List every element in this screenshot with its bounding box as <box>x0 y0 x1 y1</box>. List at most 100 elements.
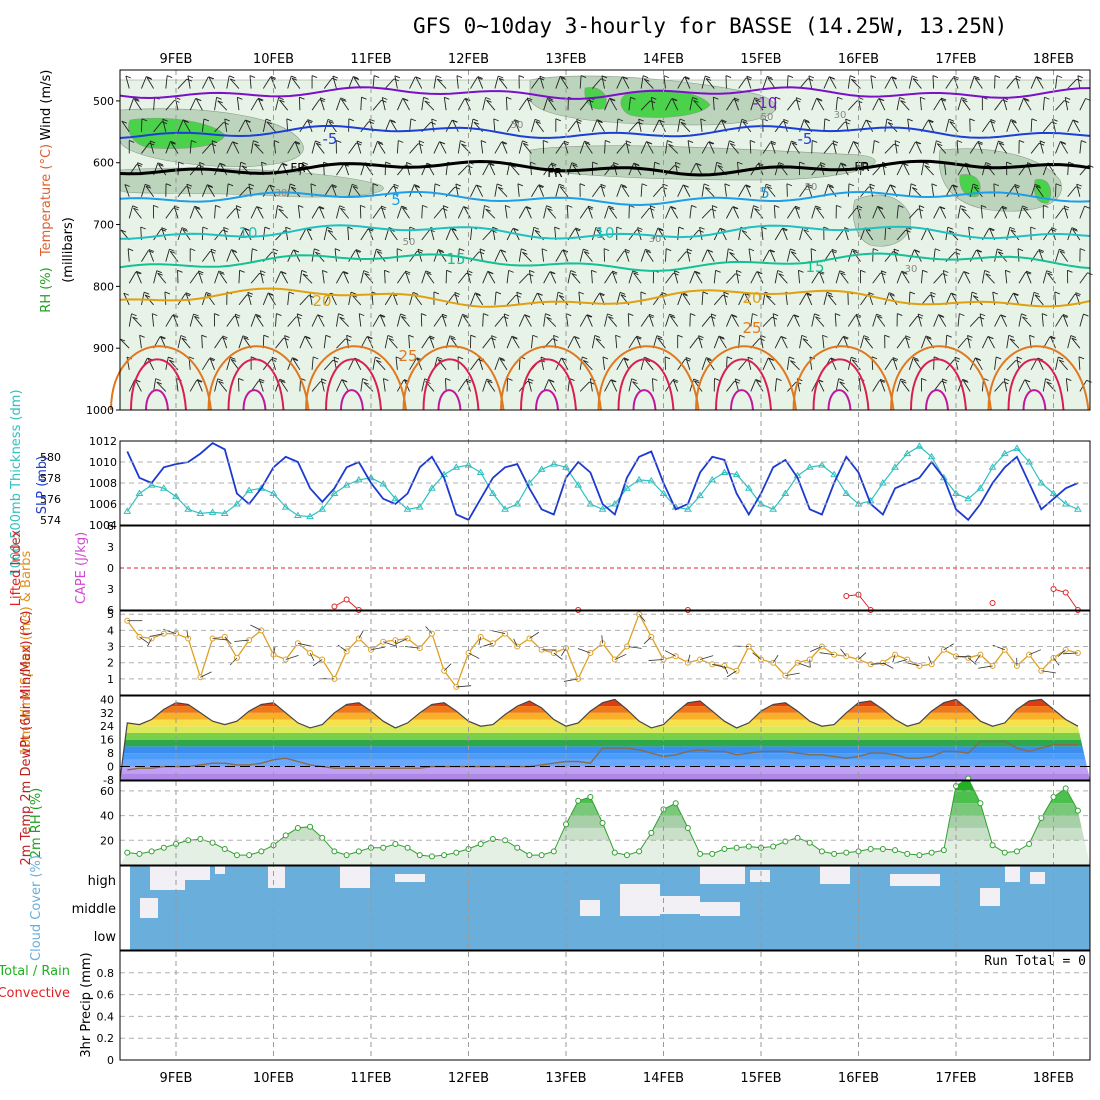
upper-wind-barb <box>421 205 423 219</box>
ylabel-wind10: 10m Wind Speed (m/s) & Barbs <box>19 550 34 755</box>
upper-wind-barb <box>429 335 435 349</box>
upper-wind-barb <box>942 270 947 284</box>
temperature-contour-35 <box>535 389 559 411</box>
upper-wind-barb-flag <box>685 251 692 255</box>
upper-wind-barb <box>415 76 423 89</box>
upper-wind-barb <box>901 272 910 284</box>
upper-wind-barb-flag <box>755 378 761 382</box>
upper-wind-barb <box>708 141 715 154</box>
rh-point <box>209 839 216 846</box>
upper-wind-barb <box>384 293 393 306</box>
upper-wind-barb-flag <box>400 313 406 317</box>
wind-barb <box>491 630 506 635</box>
upper-wind-barb <box>396 140 399 154</box>
rh-point <box>794 834 801 841</box>
upper-wind-barb-flag <box>874 140 880 143</box>
upper-wind-barb <box>209 357 215 370</box>
upper-wind-barb-flag <box>461 143 467 147</box>
upper-wind-barb-flag <box>217 100 223 104</box>
upper-wind-barb-flag <box>993 183 1000 187</box>
thickness-point <box>878 479 887 486</box>
upper-wind-barb <box>148 249 155 262</box>
upper-wind-barb <box>336 338 346 349</box>
upper-wind-barb <box>839 381 849 392</box>
wind-barb <box>561 647 567 656</box>
upper-wind-barb <box>583 360 593 371</box>
upper-wind-barb <box>583 251 593 262</box>
upper-wind-barb-flag <box>131 313 137 317</box>
upper-wind-barb <box>932 75 935 89</box>
upper-wind-barb-flag <box>1046 381 1052 385</box>
upper-wind-barb-flag <box>754 208 760 211</box>
upper-wind-barb <box>823 143 833 154</box>
upper-wind-barb-flag <box>1058 356 1064 360</box>
upper-wind-barb-flag <box>992 291 998 295</box>
upper-wind-barb-flag <box>1071 227 1078 231</box>
upper-wind-barb <box>348 76 354 89</box>
upper-wind-barb <box>332 75 337 89</box>
upper-wind-barb-flag <box>496 183 503 187</box>
upper-wind-barb-flag <box>478 251 485 255</box>
upper-wind-barb <box>774 336 782 349</box>
rh-point <box>575 797 582 804</box>
upper-wind-barb <box>145 185 154 197</box>
upper-wind-barb-flag <box>1050 335 1056 339</box>
temp-tick-label: 16 <box>100 734 114 747</box>
upper-wind-barb-flag <box>952 184 958 188</box>
upper-wind-barb <box>445 294 455 306</box>
upper-wind-barb <box>1030 292 1035 306</box>
upper-wind-barb <box>1004 270 1008 284</box>
upper-wind-barb-flag <box>223 122 229 125</box>
upper-wind-barb <box>424 100 435 111</box>
upper-wind-barb <box>141 250 149 262</box>
upper-wind-barb <box>640 315 649 327</box>
upper-wind-barb-flag <box>829 76 835 80</box>
upper-wind-barb <box>464 98 471 111</box>
upper-wind-barb-flag <box>121 120 127 124</box>
upper-wind-barb <box>463 206 471 219</box>
upper-wind-barb <box>616 250 625 262</box>
upper-wind-barb <box>786 140 792 154</box>
upper-wind-barb <box>994 381 1004 392</box>
ylabel-precip-total: Total / Rain <box>0 964 70 979</box>
upper-wind-barb <box>433 315 442 327</box>
upper-wind-barb-flag <box>237 96 243 100</box>
wind-barb <box>992 644 1005 651</box>
upper-wind-barb-flag <box>884 334 890 338</box>
wind-barb <box>601 635 603 644</box>
upper-wind-barb-flag <box>984 270 990 273</box>
upper-wind-barb-flag <box>861 161 867 165</box>
upper-wind-barb <box>724 183 727 197</box>
upper-wind-barb-flag <box>900 100 906 103</box>
upper-wind-barb <box>908 183 912 197</box>
upper-wind-barb-flag <box>530 161 536 165</box>
upper-wind-barb <box>948 230 959 241</box>
upper-wind-barb <box>244 228 252 241</box>
upper-wind-barb-flag <box>658 228 664 232</box>
upper-wind-barb-flag <box>734 380 740 384</box>
slp-line <box>126 442 1079 522</box>
upper-wind-barb-flag <box>1030 226 1036 230</box>
upper-wind-barb-flag <box>978 316 985 320</box>
upper-wind-barb-flag <box>191 140 197 143</box>
upper-wind-barb <box>872 380 880 392</box>
upper-wind-barb-flag <box>1081 140 1087 143</box>
upper-wind-barb-flag <box>375 356 381 360</box>
upper-wind-barb <box>1018 271 1027 284</box>
upper-wind-barb <box>1006 335 1010 349</box>
upper-wind-barb <box>1006 360 1017 371</box>
upper-wind-barb-flag <box>998 142 1005 146</box>
upper-wind-barb-flag <box>1025 379 1031 383</box>
upper-wind-barb-flag <box>198 270 204 274</box>
wind-barb <box>752 652 762 660</box>
upper-wind-barb-flag <box>334 248 341 252</box>
upper-wind-barb-flag <box>372 183 379 187</box>
thickness-point <box>476 468 485 475</box>
upper-wind-barb <box>360 270 365 284</box>
upper-wind-barb-flag <box>534 118 541 122</box>
upper-wind-barb <box>665 314 670 327</box>
thickness-point <box>781 489 790 496</box>
upper-wind-barb-flag <box>703 183 710 187</box>
upper-wind-barb-flag <box>728 248 734 252</box>
upper-wind-barb <box>896 270 903 284</box>
